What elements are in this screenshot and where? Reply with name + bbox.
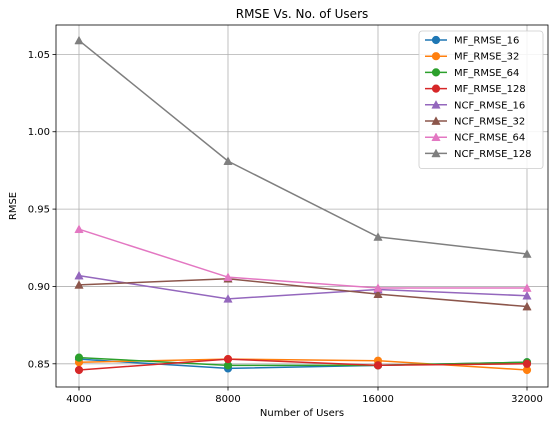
legend-item: MF_RMSE_32	[425, 52, 519, 63]
legend-label: NCF_RMSE_64	[454, 133, 525, 144]
series-ncf-rmse-64	[74, 224, 532, 292]
legend-marker	[431, 84, 441, 93]
data-point	[522, 291, 532, 300]
y-tick-label: 1.00	[28, 127, 50, 138]
series-ncf-rmse-128	[74, 35, 532, 258]
data-point	[223, 355, 233, 364]
y-tick-label: 0.95	[28, 205, 50, 216]
data-point	[373, 289, 383, 298]
data-point	[74, 35, 84, 45]
series-lines	[74, 35, 532, 375]
y-axis-label: RMSE	[8, 192, 19, 220]
legend-item: NCF_RMSE_128	[425, 148, 532, 160]
x-tick-label: 32000	[511, 394, 543, 405]
legend-label: MF_RMSE_32	[454, 52, 519, 63]
data-point	[522, 359, 532, 368]
series-line	[78, 228, 527, 289]
x-tick-label: 8000	[215, 394, 240, 405]
series-mf-rmse-128	[74, 355, 532, 375]
data-point	[373, 232, 383, 241]
series-line	[78, 358, 528, 371]
legend-marker	[431, 68, 441, 77]
legend-label: NCF_RMSE_16	[454, 100, 525, 111]
legend-label: MF_RMSE_16	[454, 36, 519, 47]
legend-item: NCF_RMSE_16	[425, 100, 525, 111]
data-point	[373, 283, 383, 292]
series-line	[78, 39, 528, 255]
legend-label: MF_RMSE_64	[454, 68, 519, 79]
data-point	[223, 156, 233, 165]
legend-marker	[431, 35, 441, 45]
data-point	[74, 353, 84, 362]
legend-label: NCF_RMSE_32	[454, 117, 525, 128]
data-point	[223, 294, 233, 303]
legend-label: NCF_RMSE_128	[454, 149, 532, 160]
data-point	[223, 272, 233, 281]
legend-item: MF_RMSE_16	[425, 36, 519, 47]
data-point	[522, 249, 532, 258]
data-point	[74, 365, 84, 375]
legend-box	[418, 30, 544, 170]
data-point	[522, 301, 532, 311]
y-tick-label: 1.05	[28, 50, 50, 61]
legend-label: MF_RMSE_128	[454, 84, 526, 95]
series-line	[78, 277, 528, 308]
chart-title: RMSE Vs. No. of Users	[236, 7, 369, 21]
data-point	[74, 280, 84, 289]
data-point	[522, 283, 532, 292]
axis-ticks: 4000 8000 16000 32000 0.85 0.90 0.95 1.00 1.05	[28, 50, 543, 405]
legend-marker	[431, 148, 441, 158]
legend-item: MF_RMSE_64	[425, 68, 519, 79]
x-tick-label: 4000	[66, 394, 91, 405]
x-axis-label: Number of Users	[260, 408, 344, 419]
plot-area-frame	[55, 24, 549, 388]
legend-marker	[431, 100, 441, 109]
data-point	[373, 361, 383, 370]
y-tick-label: 0.85	[28, 359, 50, 370]
y-tick-label: 0.90	[28, 282, 50, 293]
data-point	[74, 224, 84, 234]
legend-item: MF_RMSE_128	[425, 84, 526, 95]
legend-item: NCF_RMSE_64	[425, 132, 525, 144]
series-line	[78, 358, 528, 371]
legend-marker	[431, 52, 441, 61]
legend: MF_RMSE_16 MF_RMSE_32 MF_RMSE_64 MF_RMSE_12…	[418, 30, 544, 170]
series-line	[78, 356, 528, 367]
legend-item: NCF_RMSE_32	[425, 116, 525, 128]
x-tick-label: 16000	[362, 394, 394, 405]
legend-marker	[431, 132, 441, 142]
data-point	[74, 270, 84, 280]
legend-marker	[431, 116, 441, 125]
series-line	[78, 274, 528, 300]
